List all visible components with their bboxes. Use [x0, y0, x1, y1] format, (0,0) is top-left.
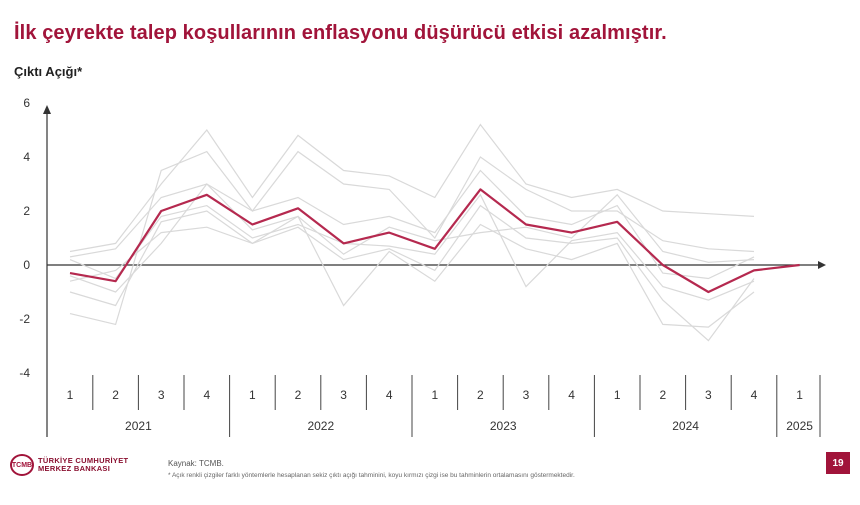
y-tick-label: 2: [23, 204, 30, 218]
tcmb-logo: TCMB TÜRKİYE CUMHURİYET MERKEZ BANKASI: [10, 454, 128, 476]
y-axis-label: Çıktı Açığı*: [14, 64, 83, 79]
quarter-label: 1: [249, 388, 256, 402]
quarter-label: 1: [614, 388, 621, 402]
y-tick-label: 4: [23, 150, 30, 164]
y-tick-label: -2: [19, 312, 30, 326]
quarter-label: 3: [705, 388, 712, 402]
slide-title: İlk çeyrekte talep koşullarının enflasyo…: [14, 22, 667, 44]
quarter-label: 3: [340, 388, 347, 402]
background-series-line: [69, 150, 755, 326]
year-label: 2025: [786, 419, 813, 433]
quarter-label: 2: [659, 388, 666, 402]
quarter-label: 1: [431, 388, 438, 402]
tcmb-logo-icon: TCMB: [10, 454, 34, 476]
x-axis-arrow: [818, 261, 826, 269]
y-tick-label: 0: [23, 258, 30, 272]
quarter-label: 3: [523, 388, 530, 402]
footnote: * Açık renkli çizgiler farklı yöntemlerl…: [168, 472, 575, 479]
y-tick-label: -4: [19, 366, 30, 380]
quarter-label: 4: [386, 388, 393, 402]
page-number-badge: 19: [826, 452, 850, 474]
background-series-line: [69, 169, 755, 280]
logo-line-2: MERKEZ BANKASI: [38, 464, 111, 473]
logo-line-1: TÜRKİYE CUMHURİYET: [38, 456, 129, 465]
background-series-line: [69, 215, 755, 328]
quarter-label: 4: [751, 388, 758, 402]
year-label: 2021: [125, 419, 152, 433]
main-series-line: [69, 188, 800, 294]
year-label: 2022: [307, 419, 334, 433]
y-tick-label: 6: [23, 96, 30, 110]
logo-text: TÜRKİYE CUMHURİYET MERKEZ BANKASI: [38, 457, 128, 473]
year-label: 2023: [490, 419, 517, 433]
quarter-label: 2: [295, 388, 302, 402]
quarter-label: 4: [203, 388, 210, 402]
quarter-label: 1: [796, 388, 803, 402]
background-series-line: [69, 123, 755, 253]
quarter-label: 3: [158, 388, 165, 402]
quarter-label: 2: [112, 388, 119, 402]
background-series-line: [69, 183, 755, 293]
quarter-label: 1: [67, 388, 74, 402]
year-label: 2024: [672, 419, 699, 433]
background-series-line: [69, 204, 755, 342]
y-axis-arrow: [43, 105, 51, 114]
quarter-label: 4: [568, 388, 575, 402]
quarter-label: 2: [477, 388, 484, 402]
source-note: Kaynak: TCMB.: [168, 459, 224, 468]
background-series-line: [69, 193, 755, 301]
